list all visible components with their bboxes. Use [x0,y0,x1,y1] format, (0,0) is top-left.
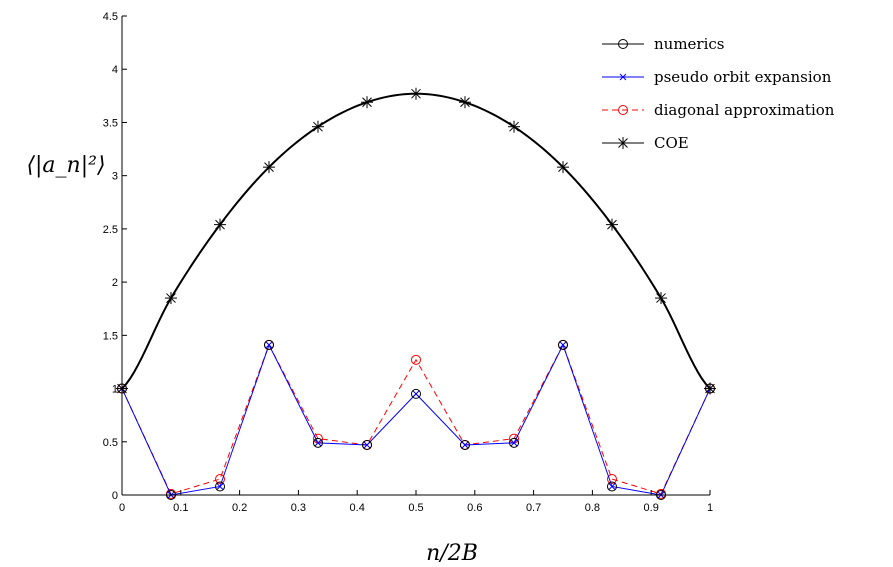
x-tick-label: 0.1 [173,502,188,514]
series-numerics-point [459,439,470,450]
y-tick-label: 0 [112,490,118,502]
series-diagonal-approximation-line [121,343,711,495]
series-diagonal-approximation-point [606,474,617,485]
axes: 0 0.1 0.2 0.3 0.4 0.5 0.6 0.7 0.8 0.9 1 0 0.5 1 1.5 2 2.… [103,11,713,514]
series-numerics-point [606,481,617,492]
y-tick-label: 3 [112,171,118,183]
series-coe-point [361,96,374,109]
series-numerics-point [312,437,323,448]
series-coe-point [214,218,227,231]
legend-marker-coe [617,137,629,149]
series-pseudo-orbit-expansion-point [510,439,518,447]
x-tick-label: 0.2 [232,502,247,514]
y-tick-label: 4 [112,64,118,76]
legend-label-diagonal-approximation: diagonal approximation [654,101,835,119]
series-coe-point [508,120,521,133]
legend-marker-diagonal-approximation [618,105,628,115]
series-coe-point [557,161,569,174]
x-tick-label: 0.6 [467,502,482,514]
series-numerics-point [264,339,274,350]
legend-label-pseudo-orbit-expansion: pseudo orbit expansion [654,68,832,86]
x-tick-label: 0.9 [644,502,659,514]
series-coe-point [605,218,618,231]
x-tick-label: 0.4 [350,502,365,514]
y-axis-label: ⟨|a_n|²⟩ [26,153,105,178]
y-tick-label: 4.5 [103,11,118,23]
series-pseudo-orbit-expansion-point [363,441,371,449]
x-tick-label: 0.3 [291,502,306,514]
x-tick-label: 0 [119,502,125,514]
series-numerics-point [411,388,421,399]
plot-area [116,87,716,500]
series-coe-point [164,292,177,305]
series-coe-line [121,92,711,390]
x-tick-label: 0.7 [526,502,541,514]
legend-label-numerics: numerics [654,35,725,53]
y-tick-label: 2 [112,277,118,289]
series-pseudo-orbit-expansion-point [608,483,616,490]
series-diagonal-approximation-point [411,354,421,365]
y-tick-label: 0.5 [103,437,118,449]
series-pseudo-orbit-expansion-point [216,483,224,490]
series-pseudo-orbit-expansion-point [265,341,273,349]
y-tick-label: 1.5 [103,330,118,342]
series-pseudo-orbit-expansion-point [461,441,469,449]
series-diagonal-approximation-point [215,474,226,485]
series-coe-point [263,161,275,174]
x-axis-label: n/2B [426,541,478,566]
legend-label-coe: COE [654,134,689,152]
series-pseudo-orbit-expansion-point [559,341,567,349]
y-tick-label: 3.5 [103,117,118,129]
series-coe-point [410,87,422,100]
y-tick-label: 2.5 [103,224,118,236]
legend-marker-pseudo-orbit-expansion [619,73,627,81]
series-pseudo-orbit-expansion-line [121,343,711,496]
series-numerics-point [215,481,226,492]
series-numerics-point [509,437,520,448]
series-coe-point [655,292,668,305]
y-tick-label: 1 [112,384,118,396]
series-pseudo-orbit-expansion-point [314,439,322,447]
x-tick-label: 1 [707,502,713,514]
series-coe-point [311,120,324,133]
legend: numerics pseudo orbit expansion diagonal a… [602,35,835,152]
series-pseudo-orbit-expansion-point [412,390,420,398]
series-numerics-point [558,339,568,350]
series-numerics-point [362,439,373,450]
series-coe-point [458,96,471,109]
series-coe-point [704,382,716,395]
legend-marker-numerics [618,39,628,49]
x-tick-label: 0.5 [408,502,423,514]
x-tick-label: 0.8 [585,502,600,514]
